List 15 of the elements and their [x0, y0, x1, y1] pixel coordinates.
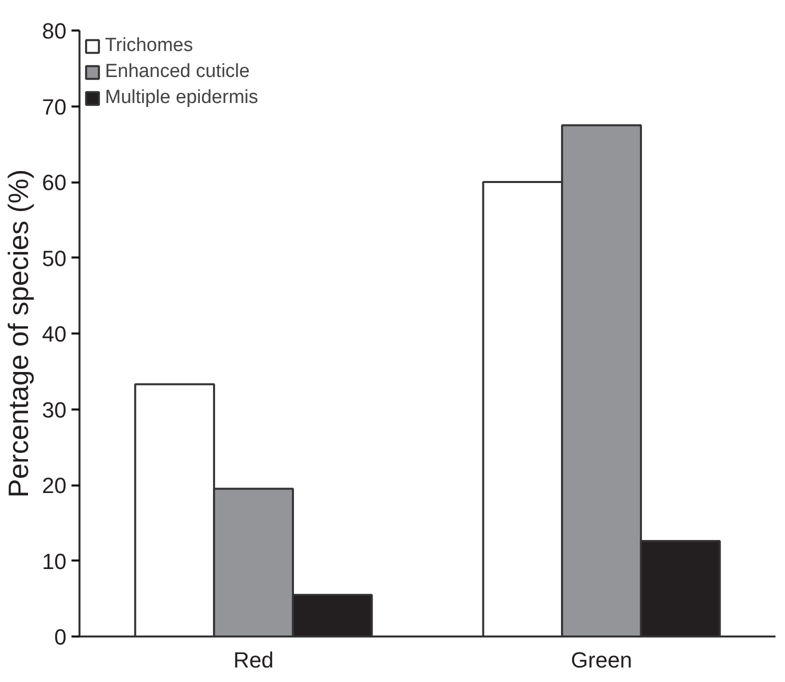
x-tick-label: Green	[570, 648, 632, 672]
legend-label: Enhanced cuticle	[105, 61, 250, 83]
y-tick-label: 80	[42, 18, 67, 44]
y-axis-title: Percentage of species (%)	[3, 169, 34, 498]
y-tick-label: 10	[42, 548, 67, 574]
y-tick-label: 50	[42, 246, 67, 271]
y-tick-label: 60	[42, 170, 67, 195]
x-tick-label: Red	[233, 648, 274, 672]
y-tick-label: 20	[42, 473, 67, 498]
legend-label: Trichomes	[105, 35, 193, 57]
legend-label: Multiple epidermis	[105, 87, 258, 109]
y-tick-label: 0	[54, 624, 67, 650]
y-tick-label: 70	[42, 94, 67, 120]
y-tick-label: 30	[42, 397, 67, 422]
y-tick-label: 40	[42, 322, 67, 346]
